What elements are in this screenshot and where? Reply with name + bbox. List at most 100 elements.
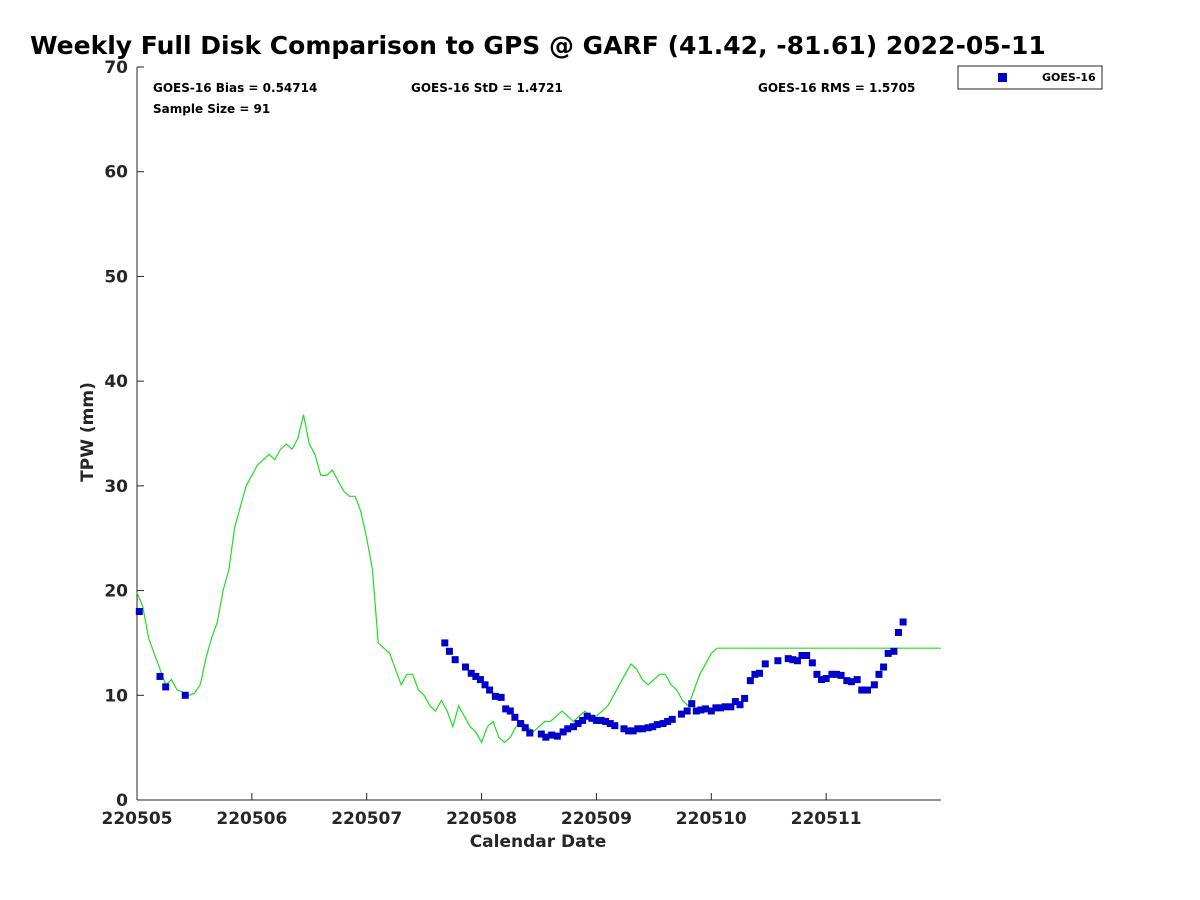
goes16-point [774,657,782,665]
goes16-point [731,698,739,706]
x-tick-label: 220507 [331,809,402,829]
goes16-point [837,671,845,679]
goes16-point [497,693,505,701]
goes16-point [828,670,836,678]
goes16-point [822,675,830,683]
goes16-point [832,670,840,678]
goes16-point [875,670,883,678]
legend-label-goes16: GOES-16 [1042,71,1096,84]
goes16-point [843,677,851,685]
goes16-point [789,656,797,664]
goes16-point [741,694,749,702]
x-axis-label: Calendar Date [470,832,607,852]
goes16-point [625,727,633,735]
goes16-point [511,713,519,721]
x-tick-label: 220506 [216,809,287,829]
goes16-point [784,655,792,663]
goes16-point [611,722,619,730]
goes16-point [761,660,769,668]
goes16-point [537,730,545,738]
goes16-point [736,701,744,709]
goes16-point [574,720,582,728]
gps-line [136,414,941,744]
goes16-point [517,720,525,728]
goes16-point [634,725,642,733]
y-tick-label: 0 [116,791,128,811]
goes16-point [880,663,888,671]
goes16-point [808,659,816,667]
goes16-point [870,681,878,689]
goes16-point [751,670,759,678]
goes16-point [702,705,710,713]
goes16-point [602,717,610,725]
goes16-point [644,724,652,732]
y-tick-label: 40 [104,372,128,392]
goes16-point [451,656,459,664]
goes16-point [579,716,587,724]
goes16-point [813,670,821,678]
goes16-point [597,716,605,724]
goes16-point [506,707,514,715]
goes16-point [461,663,469,671]
bias-stat: GOES-16 Bias = 0.54714 [153,81,317,95]
y-tick-label: 10 [104,686,128,706]
std-stat: GOES-16 StD = 1.4721 [411,81,563,95]
goes16-point [583,712,591,720]
goes16-point [476,676,484,684]
legend-marker-goes16 [998,73,1007,82]
goes16-point [588,714,596,722]
goes16-point [890,647,898,655]
goes16-point [629,727,637,735]
goes16-point [542,733,550,741]
goes16-point [793,657,801,665]
goes16-point [798,651,806,659]
goes16-point [688,700,696,708]
goes16-point [727,703,735,711]
goes16-point [653,721,661,729]
y-tick-label: 30 [104,477,128,497]
goes16-point [692,707,700,715]
goes16-point [548,731,556,739]
goes16-point [818,676,826,684]
goes16-point [659,720,667,728]
goes16-point [895,628,903,636]
y-tick-label: 20 [104,582,128,602]
y-axis-label: TPW (mm) [78,382,98,482]
goes16-point [638,725,646,733]
goes16-point [863,686,871,694]
goes16-point [716,704,724,712]
goes16-point [559,728,567,736]
goes16-point [445,647,453,655]
goes16-point [620,725,628,733]
goes16-point [664,717,672,725]
goes16-point [135,608,143,616]
y-tick-label: 60 [104,163,128,183]
goes16-point [707,707,715,715]
goes16-point [847,678,855,686]
goes16-point [564,725,572,733]
x-tick-label: 220510 [676,809,747,829]
x-tick-label: 220509 [561,809,632,829]
goes16-point [746,677,754,685]
goes16-point [472,672,480,680]
y-tick-label: 70 [104,58,128,78]
goes16-point [526,729,534,737]
goes16-point [569,723,577,731]
rms-stat: GOES-16 RMS = 1.5705 [758,81,915,95]
goes16-point [156,672,164,680]
goes16-point [668,715,676,723]
plot-series [135,414,941,744]
goes16-point [712,704,720,712]
goes16-point [697,706,705,714]
x-tick-label: 220508 [446,809,517,829]
goes16-point [553,732,561,740]
goes16-point [756,669,764,677]
chart-title: Weekly Full Disk Comparison to GPS @ GAR… [30,31,1046,60]
goes16-point [649,723,657,731]
goes16-point [521,724,529,732]
goes16-point [677,710,685,718]
y-tick-label: 50 [104,267,128,287]
x-tick-label: 220505 [102,809,173,829]
goes16-point [441,639,449,647]
